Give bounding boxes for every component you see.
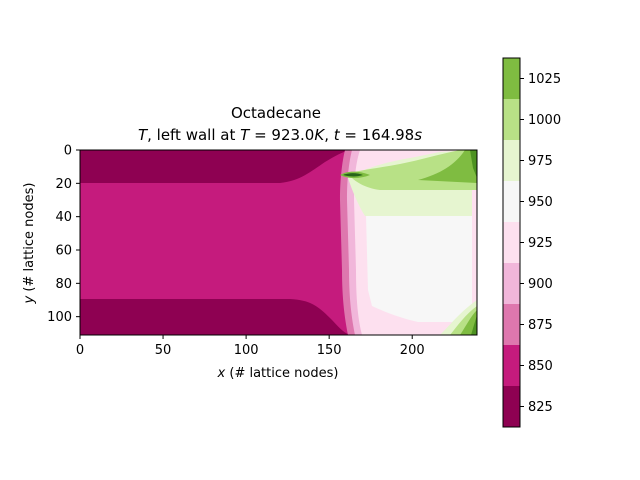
colorbar-tick-label: 975 [528,154,553,169]
colorbar-tick-label: 875 [528,318,553,333]
colorbar-tick-label: 925 [528,236,553,251]
y-tick-label: 80 [55,277,72,292]
x-axis-label: x (# lattice nodes) [217,366,339,381]
colorbar-segment [503,222,520,263]
colorbar-tick-label: 1025 [528,72,561,87]
y-tick-label: 0 [64,144,72,159]
colorbar-segment [503,263,520,304]
colorbar-segment [503,99,520,140]
region-top-right-spike [470,150,477,178]
region-top-right-hot [418,150,477,183]
colorbar-segment [503,181,520,222]
colorbar-tick-label: 1000 [528,113,561,128]
colorbar: 825 850 875 900 925 950 975 1000 1025 [502,57,561,428]
y-tick-label: 60 [55,244,72,259]
colorbar-segment [503,304,520,345]
y-tick-label: 40 [55,210,72,225]
plot-frame [79,149,478,336]
chart-subtitle: T, left wall at T = 923.0K, t = 164.98s [138,126,422,144]
region-bottom-right-hot [460,310,477,335]
colorbar-tick-label: 850 [528,359,553,374]
y-tick-label: 100 [47,310,72,325]
x-tick-label: 50 [155,343,172,358]
x-axis-ticks: 0 50 100 150 200 [76,335,425,358]
colorbar-tick-label: 900 [528,277,553,292]
x-tick-label: 150 [317,343,342,358]
x-tick-label: 100 [234,343,259,358]
x-tick-label: 0 [76,343,84,358]
y-axis-ticks: 0 20 40 60 80 100 [47,144,80,325]
region-central-band [80,150,356,335]
colorbar-segment [503,386,520,427]
y-tick-label: 20 [55,177,72,192]
colorbar-segment [503,58,520,99]
plot-area [80,150,477,335]
x-tick-label: 200 [400,343,425,358]
colorbar-tick-label: 950 [528,195,553,210]
region-bottom-right-spike [471,315,477,335]
region-hot-spot-inner [343,173,363,177]
colorbar-segment [503,140,520,181]
y-axis-label: y (# lattice nodes) [22,183,37,305]
chart-title: Octadecane [231,104,321,122]
colorbar-segment [503,345,520,386]
region-liquid-core [366,215,472,322]
colorbar-tick-label: 825 [528,400,553,415]
